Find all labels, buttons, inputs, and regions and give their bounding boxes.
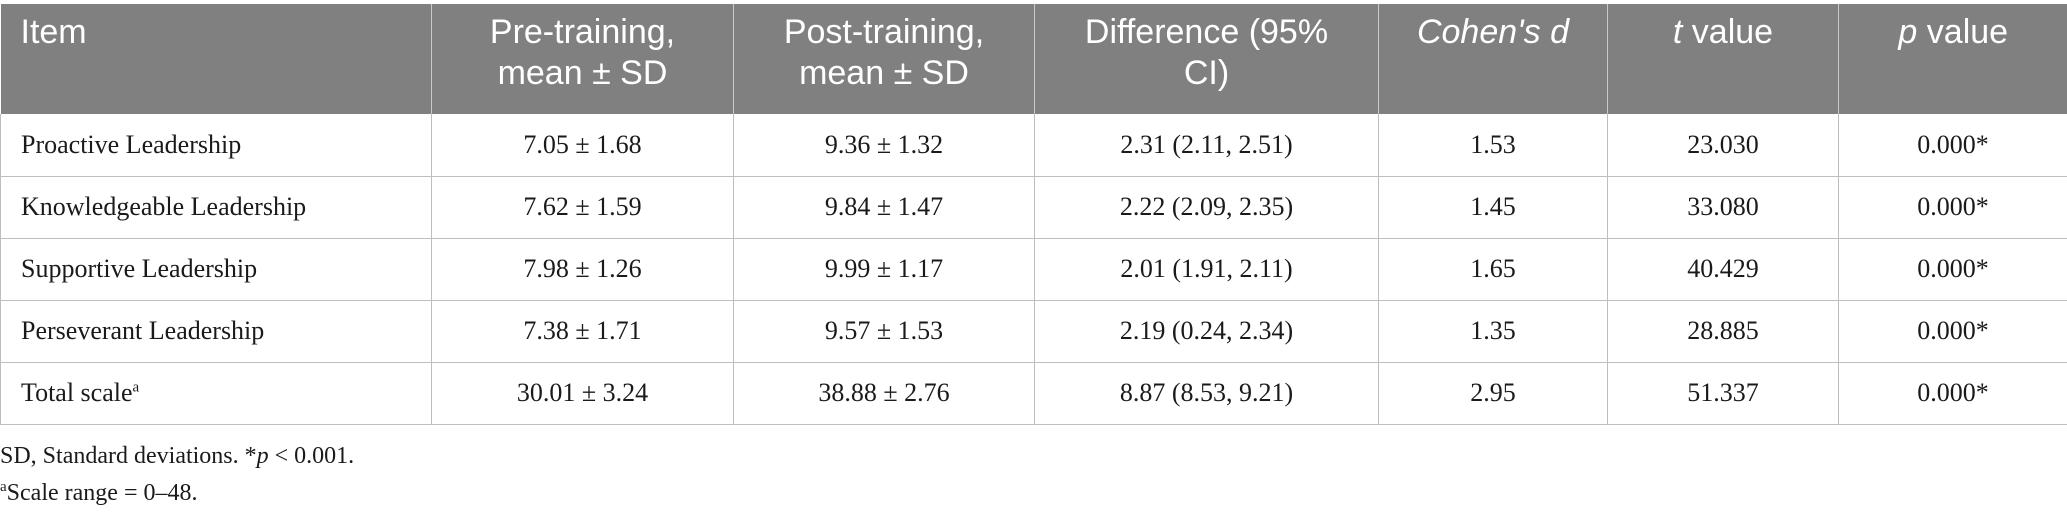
header-diff-line1: Difference (95% xyxy=(1084,13,1329,51)
cell-p-value: 0.000* xyxy=(1838,114,2067,177)
item-label: Perseverant Leadership xyxy=(21,316,265,345)
cell-p-value: 0.000* xyxy=(1838,238,2067,301)
header-t-rest: value xyxy=(1682,13,1774,51)
header-p-symbol: p xyxy=(1898,13,1918,51)
table-row: Perseverant Leadership 7.38 ± 1.71 9.57 … xyxy=(0,300,2067,363)
header-item: Item xyxy=(0,4,432,114)
results-table: Item Pre-training, mean ± SD Post-trainin… xyxy=(0,4,2067,425)
cell-difference: 2.19 (0.24, 2.34) xyxy=(1034,300,1379,363)
header-pre-line2: mean ± SD xyxy=(497,54,668,92)
table-row: Total scalea 30.01 ± 3.24 38.88 ± 2.76 8… xyxy=(0,362,2067,425)
item-label: Total scale xyxy=(21,378,133,407)
cell-t-value: 23.030 xyxy=(1607,114,1839,177)
cell-difference: 2.31 (2.11, 2.51) xyxy=(1034,114,1379,177)
cell-pre: 7.62 ± 1.59 xyxy=(431,176,734,239)
header-pre-training: Pre-training, mean ± SD xyxy=(431,4,734,114)
results-table-container: Item Pre-training, mean ± SD Post-trainin… xyxy=(0,4,2067,425)
cell-p-value: 0.000* xyxy=(1838,362,2067,425)
cell-item: Total scalea xyxy=(0,362,432,425)
cell-cohens-d: 1.65 xyxy=(1378,238,1608,301)
cell-post: 9.57 ± 1.53 xyxy=(733,300,1035,363)
cell-difference: 8.87 (8.53, 9.21) xyxy=(1034,362,1379,425)
header-t-symbol: t xyxy=(1672,13,1683,51)
header-cohens-d-text: Cohen's d xyxy=(1416,13,1570,51)
cell-cohens-d: 1.35 xyxy=(1378,300,1608,363)
cell-pre: 7.38 ± 1.71 xyxy=(431,300,734,363)
header-p-value: p value xyxy=(1838,4,2067,114)
cell-difference: 2.22 (2.09, 2.35) xyxy=(1034,176,1379,239)
header-post-training: Post-training, mean ± SD xyxy=(733,4,1035,114)
cell-t-value: 51.337 xyxy=(1607,362,1839,425)
cell-p-value: 0.000* xyxy=(1838,300,2067,363)
footnote-threshold: < 0.001. xyxy=(268,443,355,469)
header-p-rest: value xyxy=(1917,13,2009,51)
cell-item: Perseverant Leadership xyxy=(0,300,432,363)
table-row: Knowledgeable Leadership 7.62 ± 1.59 9.8… xyxy=(0,176,2067,239)
footnote-marker: a xyxy=(132,379,140,396)
cell-cohens-d: 1.53 xyxy=(1378,114,1608,177)
item-label: Knowledgeable Leadership xyxy=(21,192,307,221)
cell-post: 9.36 ± 1.32 xyxy=(733,114,1035,177)
cell-cohens-d: 1.45 xyxy=(1378,176,1608,239)
header-post-line1: Post-training, xyxy=(783,13,985,51)
cell-post: 9.99 ± 1.17 xyxy=(733,238,1035,301)
header-cohens-d: Cohen's d xyxy=(1378,4,1608,114)
header-post-line2: mean ± SD xyxy=(799,54,969,92)
cell-item: Proactive Leadership xyxy=(0,114,432,177)
header-t-value: t value xyxy=(1607,4,1839,114)
footnote-text: SD, Standard deviations. * xyxy=(0,443,257,469)
table-header: Item Pre-training, mean ± SD Post-trainin… xyxy=(0,4,2067,114)
cell-item: Knowledgeable Leadership xyxy=(0,176,432,239)
header-pre-line1: Pre-training, xyxy=(489,13,676,51)
table-footnotes: SD, Standard deviations. *p < 0.001. aSc… xyxy=(0,438,354,512)
item-label: Proactive Leadership xyxy=(21,129,242,159)
header-item-text: Item xyxy=(20,13,87,51)
table-row: Proactive Leadership 7.05 ± 1.68 9.36 ± … xyxy=(0,114,2067,177)
footnote-marker: a xyxy=(0,479,7,495)
footnote-abbreviations: SD, Standard deviations. *p < 0.001. xyxy=(0,438,354,475)
table-body: Proactive Leadership 7.05 ± 1.68 9.36 ± … xyxy=(0,114,2067,425)
cell-item: Supportive Leadership xyxy=(0,238,432,301)
cell-pre: 7.05 ± 1.68 xyxy=(431,114,734,177)
cell-t-value: 40.429 xyxy=(1607,238,1839,301)
footnote-text: Scale range = 0–48. xyxy=(6,480,198,506)
header-diff-line2: CI) xyxy=(1183,54,1230,92)
cell-post: 9.84 ± 1.47 xyxy=(733,176,1035,239)
cell-cohens-d: 2.95 xyxy=(1378,362,1608,425)
footnote-scale-range: aScale range = 0–48. xyxy=(0,475,354,512)
cell-p-value: 0.000* xyxy=(1838,176,2067,239)
header-difference: Difference (95% CI) xyxy=(1034,4,1379,114)
cell-difference: 2.01 (1.91, 2.11) xyxy=(1034,238,1379,301)
table-row: Supportive Leadership 7.98 ± 1.26 9.99 ±… xyxy=(0,238,2067,301)
cell-t-value: 33.080 xyxy=(1607,176,1839,239)
footnote-p-symbol: p xyxy=(256,443,269,469)
cell-post: 38.88 ± 2.76 xyxy=(733,362,1035,425)
header-row: Item Pre-training, mean ± SD Post-trainin… xyxy=(0,4,2067,114)
item-label: Supportive Leadership xyxy=(21,254,258,283)
cell-pre: 30.01 ± 3.24 xyxy=(431,362,734,425)
cell-pre: 7.98 ± 1.26 xyxy=(431,238,734,301)
cell-t-value: 28.885 xyxy=(1607,300,1839,363)
